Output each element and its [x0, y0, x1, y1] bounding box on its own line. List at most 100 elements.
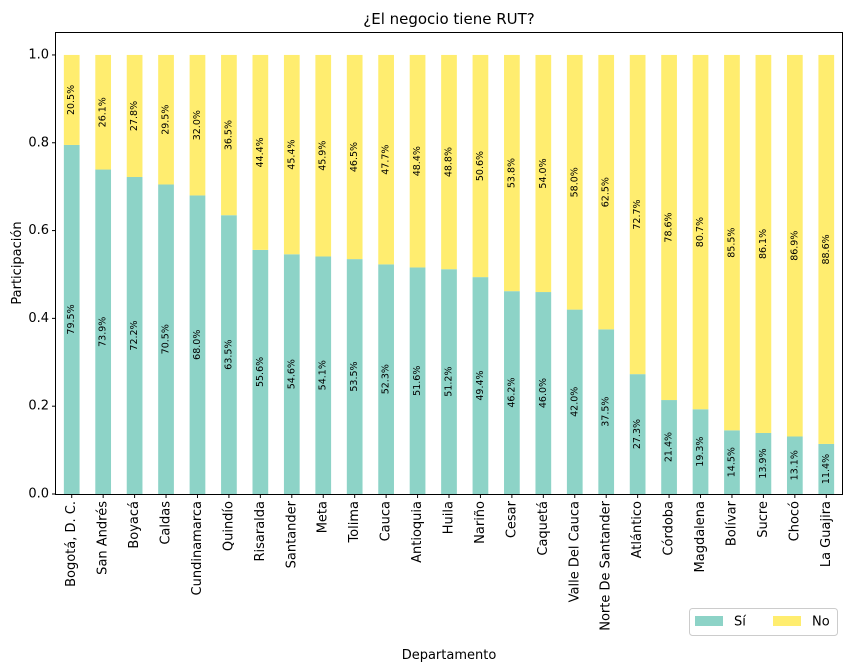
bar-no [283, 54, 300, 255]
data-label: 54.6% [286, 359, 297, 389]
x-tick-label: Nariño [473, 501, 488, 544]
data-label: 72.7% [632, 199, 643, 229]
bar-no [252, 54, 269, 250]
bar-no [472, 54, 489, 278]
legend-label: No [812, 615, 830, 630]
x-axis: Bogotá, D. C. San Andrés Boyacá Caldas Cundi… [64, 494, 834, 631]
bar-si [818, 443, 835, 494]
data-label: 13.9% [758, 448, 769, 478]
x-tick-label: Boyacá [127, 501, 142, 549]
data-label: 50.6% [475, 151, 486, 181]
bar-si [63, 144, 80, 494]
data-label: 70.5% [161, 324, 172, 354]
data-label: 21.4% [664, 432, 675, 462]
bar-no [818, 54, 835, 444]
bars-layer [63, 54, 835, 494]
bar-no [692, 54, 709, 410]
bar-si [598, 329, 615, 494]
bar-si [95, 169, 112, 494]
y-tick-label: 0.0 [28, 487, 49, 502]
bar-no [504, 54, 520, 292]
bar-si [724, 430, 740, 494]
data-label: 20.5% [66, 85, 77, 115]
bar-si [189, 195, 206, 494]
bar-no [346, 54, 363, 260]
data-label: 14.5% [726, 447, 737, 477]
data-label: 86.9% [789, 231, 800, 261]
x-tick-label: San Andrés [96, 501, 111, 575]
data-label: 37.5% [601, 397, 612, 427]
data-label: 58.0% [569, 167, 580, 197]
data-label: 78.6% [664, 212, 675, 242]
legend-label: Sí [734, 615, 746, 630]
data-label: 54.1% [318, 360, 329, 390]
y-axis: 0.0 0.2 0.4 0.6 0.8 1.0 [28, 47, 56, 502]
legend-frame [689, 608, 838, 636]
data-label: 11.4% [821, 454, 832, 484]
y-tick-label: 0.6 [28, 223, 49, 238]
bar-no [378, 54, 394, 265]
data-label: 86.1% [758, 229, 769, 259]
bar-no [629, 54, 646, 375]
data-label: 26.1% [98, 97, 109, 127]
bar-si [661, 400, 677, 494]
data-label: 32.0% [192, 110, 203, 140]
data-label: 27.8% [129, 101, 140, 131]
x-axis-label: Departamento [402, 648, 497, 663]
bar-si [378, 264, 394, 494]
x-tick-label: Risaralda [253, 501, 268, 562]
bar-si [566, 309, 583, 494]
x-tick-label: Sucre [756, 501, 771, 538]
data-label: 48.4% [412, 146, 423, 176]
data-label: 45.9% [318, 141, 329, 171]
bar-si [755, 432, 772, 494]
x-tick-label: Huila [442, 501, 457, 534]
bar-no [661, 54, 677, 401]
x-tick-label: Bolívar [724, 500, 739, 546]
data-label: 63.5% [223, 340, 234, 370]
bar-si [346, 259, 363, 494]
y-tick-label: 0.2 [28, 399, 49, 414]
data-label: 53.5% [349, 361, 360, 391]
bar-si [315, 256, 332, 494]
x-tick-label: Antioquia [410, 501, 425, 563]
data-label: 46.0% [538, 378, 549, 408]
bar-no [95, 54, 112, 170]
bar-si [472, 277, 489, 494]
bar-no [786, 54, 803, 437]
x-tick-label: Cauca [379, 501, 394, 541]
data-label: 85.5% [726, 228, 737, 258]
data-label: 62.5% [601, 177, 612, 207]
x-tick-label: Caldas [159, 501, 174, 545]
data-label: 73.9% [98, 317, 109, 347]
data-label: 52.3% [381, 364, 392, 394]
x-tick-label: Santander [284, 500, 299, 568]
x-tick-label: Cesar [504, 500, 519, 538]
data-label: 79.5% [66, 304, 77, 334]
data-label: 27.3% [632, 419, 643, 449]
bar-si [283, 254, 300, 494]
y-tick-label: 0.4 [28, 311, 49, 326]
legend-swatch [773, 616, 801, 626]
legend: Sí No [689, 608, 838, 636]
data-label: 36.5% [223, 120, 234, 150]
bar-si [629, 374, 646, 494]
x-tick-label: Caquetá [536, 501, 551, 556]
bar-si [221, 215, 237, 494]
data-label: 29.5% [161, 105, 172, 135]
bar-no [189, 54, 206, 196]
bar-no [598, 54, 615, 330]
x-tick-label: Magdalena [693, 501, 708, 572]
data-label: 51.2% [444, 367, 455, 397]
x-tick-label: Chocó [787, 501, 802, 541]
bar-no [535, 54, 552, 293]
data-label: 68.0% [192, 330, 203, 360]
bar-no [315, 54, 332, 257]
x-tick-label: Quindío [221, 501, 236, 551]
bar-no [63, 54, 80, 145]
bar-no [221, 54, 237, 216]
x-tick-label: Bogotá, D. C. [64, 501, 79, 587]
bar-si [252, 249, 269, 494]
data-label: 13.1% [789, 450, 800, 480]
